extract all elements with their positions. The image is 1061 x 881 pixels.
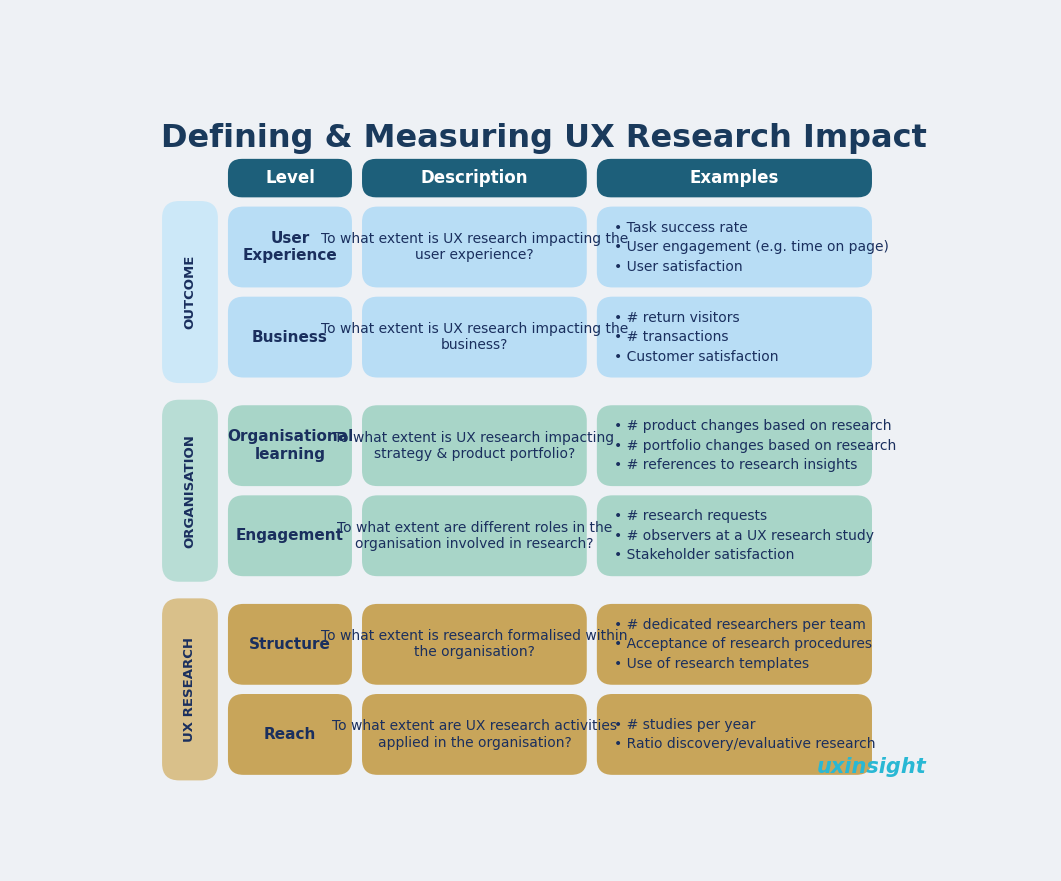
Text: • # product changes based on research
• # portfolio changes based on research
• : • # product changes based on research • … — [614, 419, 897, 472]
FancyBboxPatch shape — [597, 297, 872, 378]
Text: • Task success rate
• User engagement (e.g. time on page)
• User satisfaction: • Task success rate • User engagement (e… — [614, 220, 889, 273]
Text: Structure: Structure — [249, 637, 331, 652]
Text: Defining & Measuring UX Research Impact: Defining & Measuring UX Research Impact — [161, 123, 926, 154]
Text: To what extent is UX research impacting
strategy & product portfolio?: To what extent is UX research impacting … — [334, 431, 614, 461]
Text: Engagement: Engagement — [236, 529, 344, 544]
FancyBboxPatch shape — [228, 405, 352, 486]
FancyBboxPatch shape — [228, 159, 352, 197]
FancyBboxPatch shape — [228, 694, 352, 775]
FancyBboxPatch shape — [362, 495, 587, 576]
Text: Description: Description — [420, 169, 528, 187]
FancyBboxPatch shape — [362, 603, 587, 685]
Text: Examples: Examples — [690, 169, 779, 187]
Text: • # research requests
• # observers at a UX research study
• Stakeholder satisfa: • # research requests • # observers at a… — [614, 509, 874, 562]
Text: To what extent is UX research impacting the
user experience?: To what extent is UX research impacting … — [320, 232, 628, 263]
Text: Reach: Reach — [264, 727, 316, 742]
FancyBboxPatch shape — [228, 297, 352, 378]
FancyBboxPatch shape — [362, 159, 587, 197]
FancyBboxPatch shape — [597, 159, 872, 197]
Text: • # dedicated researchers per team
• Acceptance of research procedures
• Use of : • # dedicated researchers per team • Acc… — [614, 618, 872, 670]
FancyBboxPatch shape — [228, 495, 352, 576]
Text: Level: Level — [265, 169, 315, 187]
Text: Organisational
learning: Organisational learning — [227, 429, 353, 462]
FancyBboxPatch shape — [597, 206, 872, 287]
Text: To what extent is UX research impacting the
business?: To what extent is UX research impacting … — [320, 322, 628, 352]
Text: uxinsight: uxinsight — [817, 757, 927, 777]
Text: To what extent is research formalised within
the organisation?: To what extent is research formalised wi… — [321, 629, 628, 660]
Text: Business: Business — [253, 329, 328, 344]
FancyBboxPatch shape — [362, 694, 587, 775]
FancyBboxPatch shape — [362, 206, 587, 287]
Text: User
Experience: User Experience — [243, 231, 337, 263]
Text: OUTCOME: OUTCOME — [184, 255, 196, 329]
Text: ORGANISATION: ORGANISATION — [184, 433, 196, 548]
FancyBboxPatch shape — [162, 598, 218, 781]
FancyBboxPatch shape — [597, 405, 872, 486]
FancyBboxPatch shape — [228, 206, 352, 287]
FancyBboxPatch shape — [597, 694, 872, 775]
FancyBboxPatch shape — [362, 405, 587, 486]
Text: • # return visitors
• # transactions
• Customer satisfaction: • # return visitors • # transactions • C… — [614, 311, 779, 364]
FancyBboxPatch shape — [162, 201, 218, 383]
Text: UX RESEARCH: UX RESEARCH — [184, 637, 196, 742]
FancyBboxPatch shape — [597, 495, 872, 576]
FancyBboxPatch shape — [362, 297, 587, 378]
FancyBboxPatch shape — [228, 603, 352, 685]
FancyBboxPatch shape — [597, 603, 872, 685]
FancyBboxPatch shape — [162, 400, 218, 581]
Text: To what extent are different roles in the
organisation involved in research?: To what extent are different roles in th… — [336, 521, 612, 551]
Text: • # studies per year
• Ratio discovery/evaluative research: • # studies per year • Ratio discovery/e… — [614, 718, 875, 751]
Text: To what extent are UX research activities
applied in the organisation?: To what extent are UX research activitie… — [332, 719, 616, 750]
